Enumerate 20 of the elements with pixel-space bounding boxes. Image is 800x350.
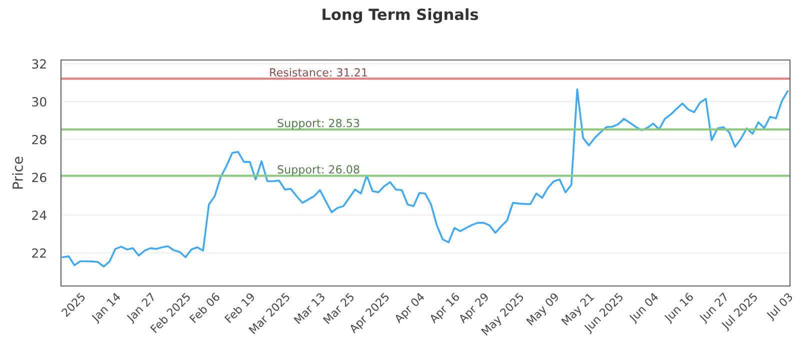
x-tick-label: Jul 03 [765, 292, 795, 322]
y-tick-label: 26 [32, 172, 46, 182]
ref-line-label: Resistance: 31.21 [270, 68, 367, 77]
x-tick-label: Jan 14 [90, 292, 122, 324]
x-tick-label: Apr 04 [393, 292, 427, 326]
y-tick-label: 22 [32, 248, 46, 258]
line-series [62, 88, 789, 268]
x-tick-label: Feb 19 [224, 292, 256, 324]
x-tick-label: Jun 04 [628, 292, 660, 324]
ref-line-label: Support: 26.08 [278, 165, 360, 176]
y-tick-label: 30 [32, 97, 46, 107]
ref-line-label: Support: 28.53 [278, 118, 360, 130]
chart-title: Long Term Signals [322, 8, 478, 24]
x-tick-label: Jun 16 [663, 292, 696, 324]
y-tick-label: 32 [32, 59, 46, 69]
y-axis-title: Price [12, 156, 23, 189]
x-tick-label: Jan 27 [126, 292, 158, 324]
y-tick-label: 28 [32, 134, 46, 144]
y-tick-label: 24 [32, 210, 46, 220]
x-tick-label: Feb 06 [189, 292, 220, 324]
